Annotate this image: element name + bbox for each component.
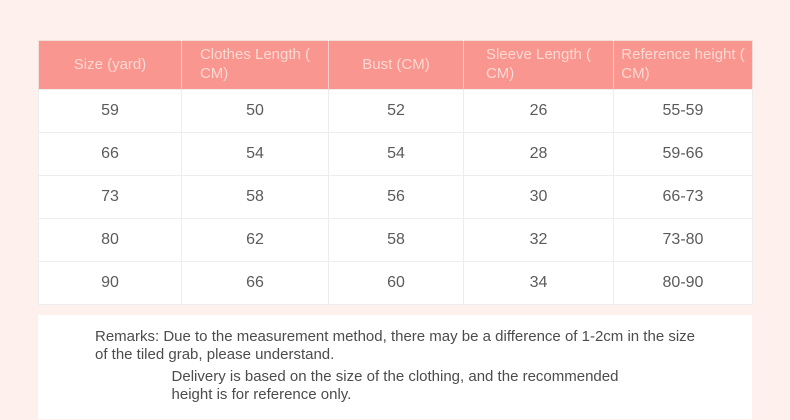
column-header-label: Sleeve Length ( CM) [485,46,592,82]
table-cell: 55-59 [613,89,753,133]
table-cell: 90 [38,261,182,305]
table-cell: 60 [328,261,464,305]
table-row: 73 58 56 30 66-73 [38,175,753,219]
header-row: Size (yard) Clothes Length ( CM) Bust (CM)… [38,40,753,90]
table-cell: 30 [463,175,614,219]
remarks-paragraph: Delivery is based on the size of the clo… [171,367,619,403]
table-cell: 26 [463,89,614,133]
table-cell: 59 [38,89,182,133]
remarks-paragraph: Remarks: Due to the measurement method, … [94,328,695,364]
table-cell: 54 [181,132,329,176]
table-cell: 54 [328,132,464,176]
table-cell: 50 [181,89,329,133]
table-cell: 66 [181,261,329,305]
table-cell: 59-66 [613,132,753,176]
table-cell: 32 [463,218,614,262]
table-row: 90 66 60 34 80-90 [38,261,753,305]
column-header: Clothes Length ( CM) [181,40,329,90]
column-header: Sleeve Length ( CM) [463,40,614,90]
table-cell: 56 [328,175,464,219]
column-header: Reference height ( CM) [613,40,753,90]
table-cell: 80 [38,218,182,262]
table-row: 59 50 52 26 55-59 [38,89,753,133]
table-cell: 58 [328,218,464,262]
column-header-label: Clothes Length ( CM) [199,46,311,82]
table-cell: 28 [463,132,614,176]
table-row: 80 62 58 32 73-80 [38,218,753,262]
table-cell: 58 [181,175,329,219]
column-header-label: Reference height ( CM) [621,46,745,82]
table-cell: 73-80 [613,218,753,262]
page-content: Size (yard) Clothes Length ( CM) Bust (CM)… [38,40,753,420]
size-chart-body: 59 50 52 26 55-59 66 54 54 28 59-66 73 58 56 30 66-73 8… [38,89,753,305]
table-row: 66 54 54 28 59-66 [38,132,753,176]
column-header-label: Bust (CM) [362,55,430,73]
column-header: Bust (CM) [328,40,464,90]
table-cell: 52 [328,89,464,133]
table-cell: 73 [38,175,182,219]
table-cell: 34 [463,261,614,305]
remarks-section: Remarks: Due to the measurement method, … [38,315,752,420]
column-header: Size (yard) [38,40,182,90]
table-cell: 62 [181,218,329,262]
table-cell: 66-73 [613,175,753,219]
column-header-label: Size (yard) [73,55,147,73]
size-chart-table: Size (yard) Clothes Length ( CM) Bust (CM)… [38,40,753,305]
size-chart-header: Size (yard) Clothes Length ( CM) Bust (CM)… [38,40,753,90]
table-cell: 66 [38,132,182,176]
table-cell: 80-90 [613,261,753,305]
